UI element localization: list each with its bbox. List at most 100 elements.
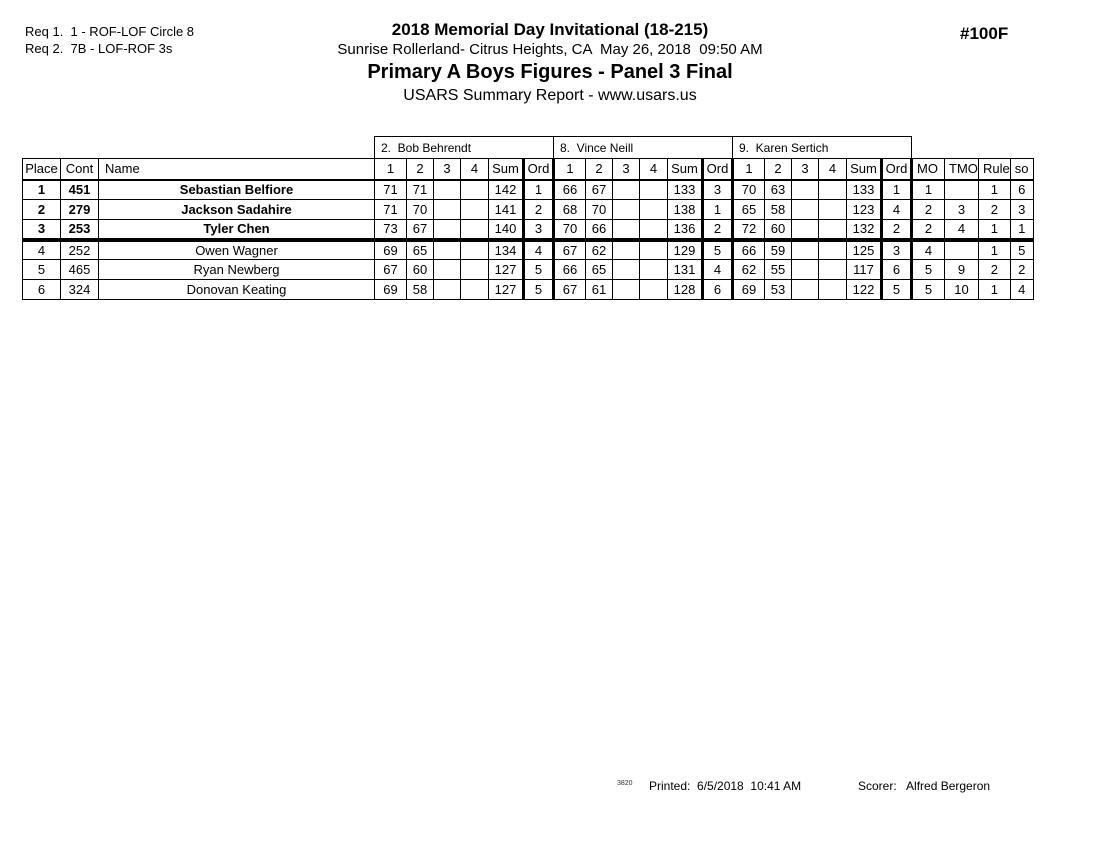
figure-score-cell: 70 [585,199,613,220]
figure-score-cell [791,279,819,300]
figure-score-cell [791,179,819,200]
figure-score-cell [639,239,668,260]
sum-cell: 117 [846,259,882,280]
figure-score-cell: 70 [553,219,586,242]
ordinal-cell: 3 [880,239,913,260]
place-cell: 3 [22,219,61,242]
figure-score-cell: 58 [406,279,434,300]
figure-score-cell: 63 [764,179,792,200]
sum-cell: 131 [667,259,703,280]
requirement-line-2: Req 2. 7B - LOF-ROF 3s [25,41,173,56]
ordinal-cell: 6 [880,259,913,280]
majority-ordinal-cell: 5 [911,279,945,300]
figure-score-cell [818,219,847,242]
rule-cell: 1 [978,239,1011,260]
figure-score-cell: 71 [374,199,407,220]
figure-score-cell: 62 [585,239,613,260]
figure-score-cell: 70 [732,179,765,200]
ordinal-cell: 4 [880,199,913,220]
sum-of-ordinals-cell: 3 [1009,199,1034,220]
rule-cell: 2 [978,199,1011,220]
ordinal-cell: 2 [880,219,913,242]
rule-cell: 1 [978,279,1011,300]
ordinal-cell: 1 [880,179,913,200]
event-number: #100F [960,24,1009,43]
contestant-number-cell: 324 [60,279,99,300]
figure-score-cell [433,259,461,280]
figure-score-cell [460,179,489,200]
sum-of-ordinals-cell: 5 [1009,239,1034,260]
figure-score-cell [791,259,819,280]
figure-score-cell [791,239,819,260]
figure-score-cell [639,259,668,280]
place-cell: 6 [22,279,61,300]
sum-cell: 127 [488,279,524,300]
sum-cell: 125 [846,239,882,260]
place-cell: 2 [22,199,61,220]
skater-name-cell: Owen Wagner [98,239,375,260]
col-header-sum: Sum [667,158,703,181]
skater-name-cell: Tyler Chen [98,219,375,242]
figure-score-cell: 66 [732,239,765,260]
majority-ordinal-cell: 5 [911,259,945,280]
place-cell: 1 [22,179,61,200]
table-row: 2 279 Jackson Sadahire 71 70 141 2 68 70 138 1 65 58… [22,199,1034,220]
figure-score-cell: 69 [374,239,407,260]
sum-of-ordinals-cell: 2 [1009,259,1034,280]
figure-score-cell: 58 [764,199,792,220]
contestant-number-cell: 253 [60,219,99,242]
figure-score-cell [818,199,847,220]
column-header-row: Place Cont Name 1 2 3 4 Sum Ord 1 2 3 4 … [22,158,1034,181]
skater-name-cell: Ryan Newberg [98,259,375,280]
venue-date-line: Sunrise Rollerland- Citrus Heights, CA M… [337,41,763,58]
col-header-figure-1: 1 [374,158,407,181]
figure-score-cell: 65 [406,239,434,260]
figure-score-cell [612,219,640,242]
col-header-figure-1: 1 [553,158,586,181]
total-majority-ordinal-cell [944,239,979,260]
col-header-tmo: TMO [944,158,979,181]
figure-score-cell: 66 [553,179,586,200]
figure-score-cell: 53 [764,279,792,300]
figure-score-cell [460,259,489,280]
figure-score-cell: 65 [732,199,765,220]
figure-score-cell [639,179,668,200]
judge-names-row: 2. Bob Behrendt 8. Vince Neill 9. Karen … [23,136,1034,159]
figure-score-cell: 65 [585,259,613,280]
figure-score-cell: 55 [764,259,792,280]
col-header-figure-1: 1 [732,158,765,181]
table-row: 4 252 Owen Wagner 69 65 134 4 67 62 129 5 66 59 125 3 4… [22,239,1034,260]
figure-score-cell [433,219,461,242]
figure-score-cell: 67 [374,259,407,280]
figure-score-cell [791,219,819,242]
figure-score-cell [460,279,489,300]
figure-score-cell: 66 [553,259,586,280]
judge-row-spacer [912,137,1034,159]
col-header-figure-3: 3 [791,158,819,181]
figure-score-cell: 61 [585,279,613,300]
majority-ordinal-cell: 1 [911,179,945,200]
contestant-number-cell: 279 [60,199,99,220]
col-header-cont: Cont [60,158,99,181]
figure-score-cell: 60 [764,219,792,242]
skater-name-cell: Donovan Keating [98,279,375,300]
figure-score-cell [612,279,640,300]
total-majority-ordinal-cell: 10 [944,279,979,300]
sum-cell: 140 [488,219,524,242]
event-title: Primary A Boys Figures - Panel 3 Final [367,61,733,83]
figure-score-cell: 71 [374,179,407,200]
ordinal-cell: 4 [522,239,555,260]
total-majority-ordinal-cell [944,179,979,200]
col-header-figure-4: 4 [639,158,668,181]
ordinal-cell: 2 [522,199,555,220]
majority-ordinal-cell: 2 [911,199,945,220]
col-header-figure-3: 3 [612,158,640,181]
sum-of-ordinals-cell: 6 [1009,179,1034,200]
total-majority-ordinal-cell: 9 [944,259,979,280]
figure-score-cell: 68 [553,199,586,220]
contestant-number-cell: 252 [60,239,99,260]
sum-cell: 136 [667,219,703,242]
requirement-line-1: Req 1. 1 - ROF-LOF Circle 8 [25,24,195,39]
report-type-line: USARS Summary Report - www.usars.us [403,87,697,104]
